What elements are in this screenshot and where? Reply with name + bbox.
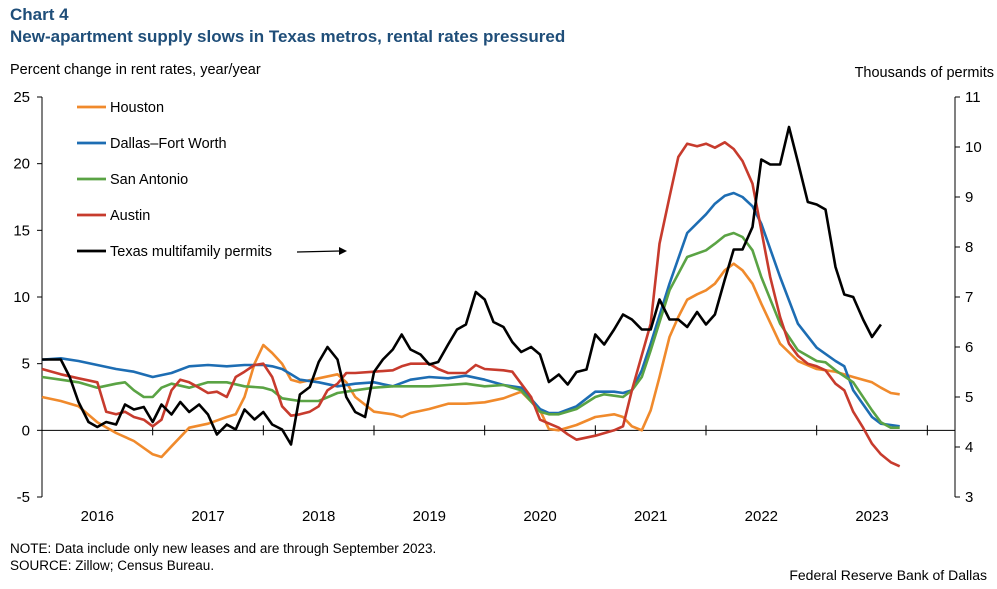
legend-label: Austin [110,208,150,224]
legend-label: San Antonio [110,172,188,188]
left-tick-label: 5 [22,356,30,373]
left-tick-label: 0 [22,422,30,439]
series-line-texas-multifamily-permits [42,125,882,446]
x-tick-label: 2023 [855,508,888,525]
right-tick-label: 7 [965,289,973,306]
left-tick-label: 25 [13,89,30,106]
right-tick-label: 11 [965,89,981,106]
x-tick-label: 2019 [413,508,446,525]
x-tick-label: 2018 [302,508,335,525]
left-tick-label: 20 [13,156,30,173]
x-tick-label: 2020 [523,508,556,525]
legend-label: Texas multifamily permits [110,244,272,260]
left-tick-label: -5 [17,489,30,506]
x-tick-label: 2022 [745,508,778,525]
legend-arrow-line [296,250,341,253]
x-tick-label: 2021 [634,508,667,525]
right-tick-label: 5 [965,389,973,406]
legend-label: Houston [110,100,164,116]
series-line-houston [41,262,900,459]
chart-title: New-apartment supply slows in Texas metr… [10,27,566,46]
right-tick-label: 10 [965,139,982,156]
legend-arrow-head-icon [339,247,347,255]
right-tick-label: 6 [965,339,973,356]
legend-label: Dallas–Fort Worth [110,136,227,152]
footnote: NOTE: Data include only new leases and a… [10,541,437,556]
right-axis-label: Thousands of permits [854,65,994,81]
chart-number: Chart 4 [10,5,69,24]
right-tick-label: 8 [965,239,973,256]
right-tick-label: 9 [965,189,973,206]
left-tick-label: 15 [13,222,30,239]
credit-line: Federal Reserve Bank of Dallas [789,567,987,583]
x-tick-label: 2017 [191,508,224,525]
right-tick-label: 3 [965,489,973,506]
left-tick-label: 10 [13,289,30,306]
source-line: SOURCE: Zillow; Census Bureau. [10,558,215,573]
series-line-san-antonio [41,231,900,429]
series-line-austin [41,141,901,468]
left-axis-label: Percent change in rent rates, year/year [10,62,261,78]
x-tick-label: 2016 [81,508,114,525]
right-tick-label: 4 [965,439,973,456]
